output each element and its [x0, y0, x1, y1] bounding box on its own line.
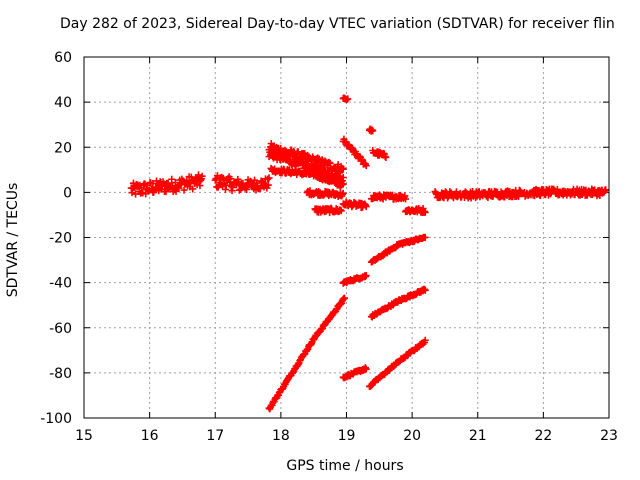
data-point [362, 365, 370, 373]
chart-title: Day 282 of 2023, Sidereal Day-to-day VTE… [60, 16, 615, 32]
x-tick-label: 16 [141, 428, 159, 444]
x-tick-label: 22 [534, 428, 552, 444]
data-point [168, 175, 176, 183]
y-tick-label: -80 [49, 366, 72, 382]
data-point [344, 95, 352, 103]
data-point [421, 208, 429, 216]
data-point [602, 186, 610, 194]
data-point [227, 175, 235, 183]
data-point [198, 172, 206, 180]
data-point [341, 294, 349, 302]
y-tick-label: 40 [54, 95, 72, 111]
data-point [382, 153, 390, 161]
data-point [421, 286, 429, 294]
data-point [421, 336, 429, 344]
x-tick-label: 17 [206, 428, 224, 444]
y-tick-label: -40 [49, 276, 72, 292]
x-tick-label: 23 [600, 428, 618, 444]
y-axis-label: SDTVAR / TECUs [5, 182, 21, 298]
x-tick-label: 15 [75, 428, 93, 444]
y-tick-label: -60 [49, 321, 72, 337]
data-point [402, 195, 410, 203]
data-points [127, 94, 610, 413]
axis-ticks: 15 16 17 18 19 20 21 22 23 -100 -80 -60 -40 -20 0 20 40 6… [40, 50, 618, 444]
data-point [195, 171, 203, 179]
data-point [180, 186, 188, 194]
data-point [337, 207, 345, 215]
y-tick-label: -20 [49, 231, 72, 247]
data-point [339, 189, 347, 197]
x-axis-label: GPS time / hours [286, 458, 404, 474]
data-point [265, 174, 273, 182]
plot-frame [83, 56, 610, 419]
data-point [264, 181, 272, 189]
data-point [362, 162, 370, 170]
x-tick-label: 21 [469, 428, 487, 444]
data-point [294, 148, 302, 156]
x-tick-label: 18 [272, 428, 290, 444]
x-tick-label: 20 [403, 428, 421, 444]
data-point [218, 173, 226, 181]
data-point [339, 180, 347, 188]
y-tick-label: 60 [54, 50, 72, 66]
y-tick-label: 0 [63, 185, 72, 201]
data-point [369, 127, 377, 135]
data-point [362, 203, 370, 211]
x-tick-label: 19 [338, 428, 356, 444]
data-point [339, 165, 347, 173]
data-point [264, 175, 272, 183]
y-tick-label: 20 [54, 140, 72, 156]
y-tick-label: -100 [40, 411, 72, 427]
data-point [175, 184, 183, 192]
data-point [421, 233, 429, 241]
data-point [362, 271, 370, 279]
data-point [339, 174, 347, 182]
grid-lines [84, 57, 609, 418]
data-point [189, 185, 197, 193]
